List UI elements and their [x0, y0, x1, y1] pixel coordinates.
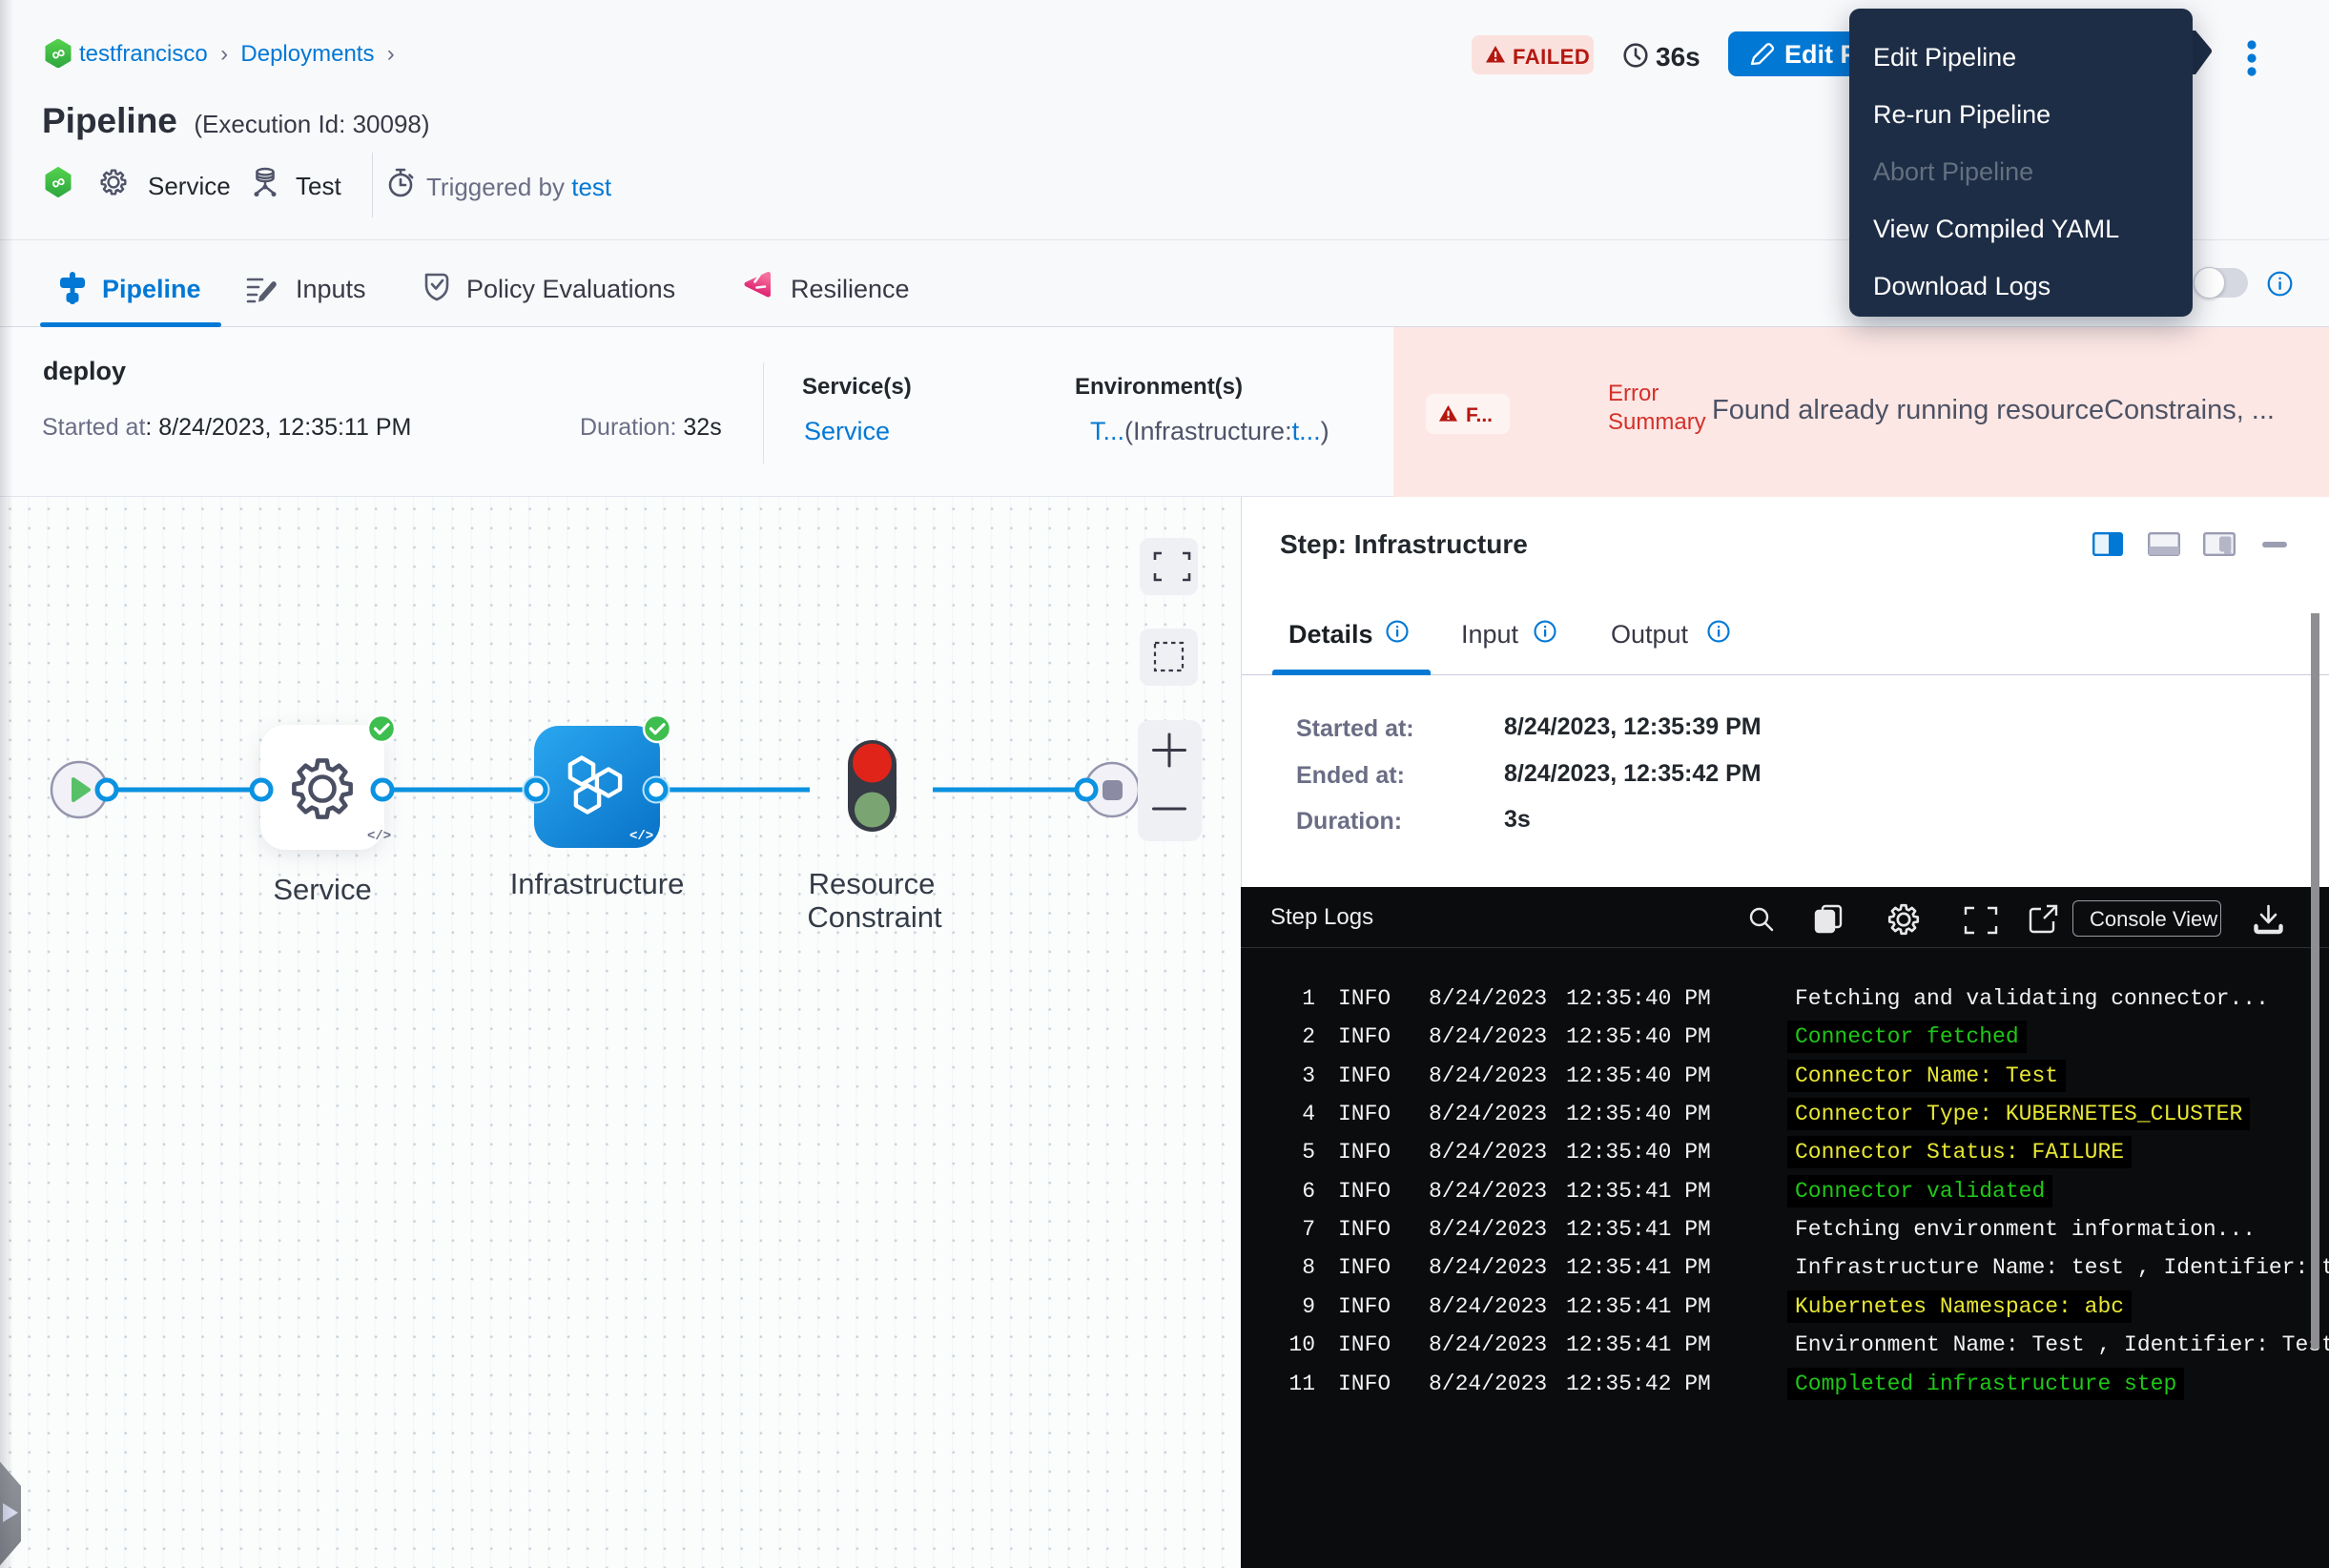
svg-text:</>: </>: [367, 829, 391, 844]
svg-text:Infrastructure: Infrastructure: [510, 867, 685, 900]
svg-text:Service: Service: [273, 873, 371, 906]
svg-text:</>: </>: [629, 829, 653, 844]
svg-text:Constraint: Constraint: [807, 900, 942, 934]
svg-text:Resource: Resource: [809, 867, 936, 900]
